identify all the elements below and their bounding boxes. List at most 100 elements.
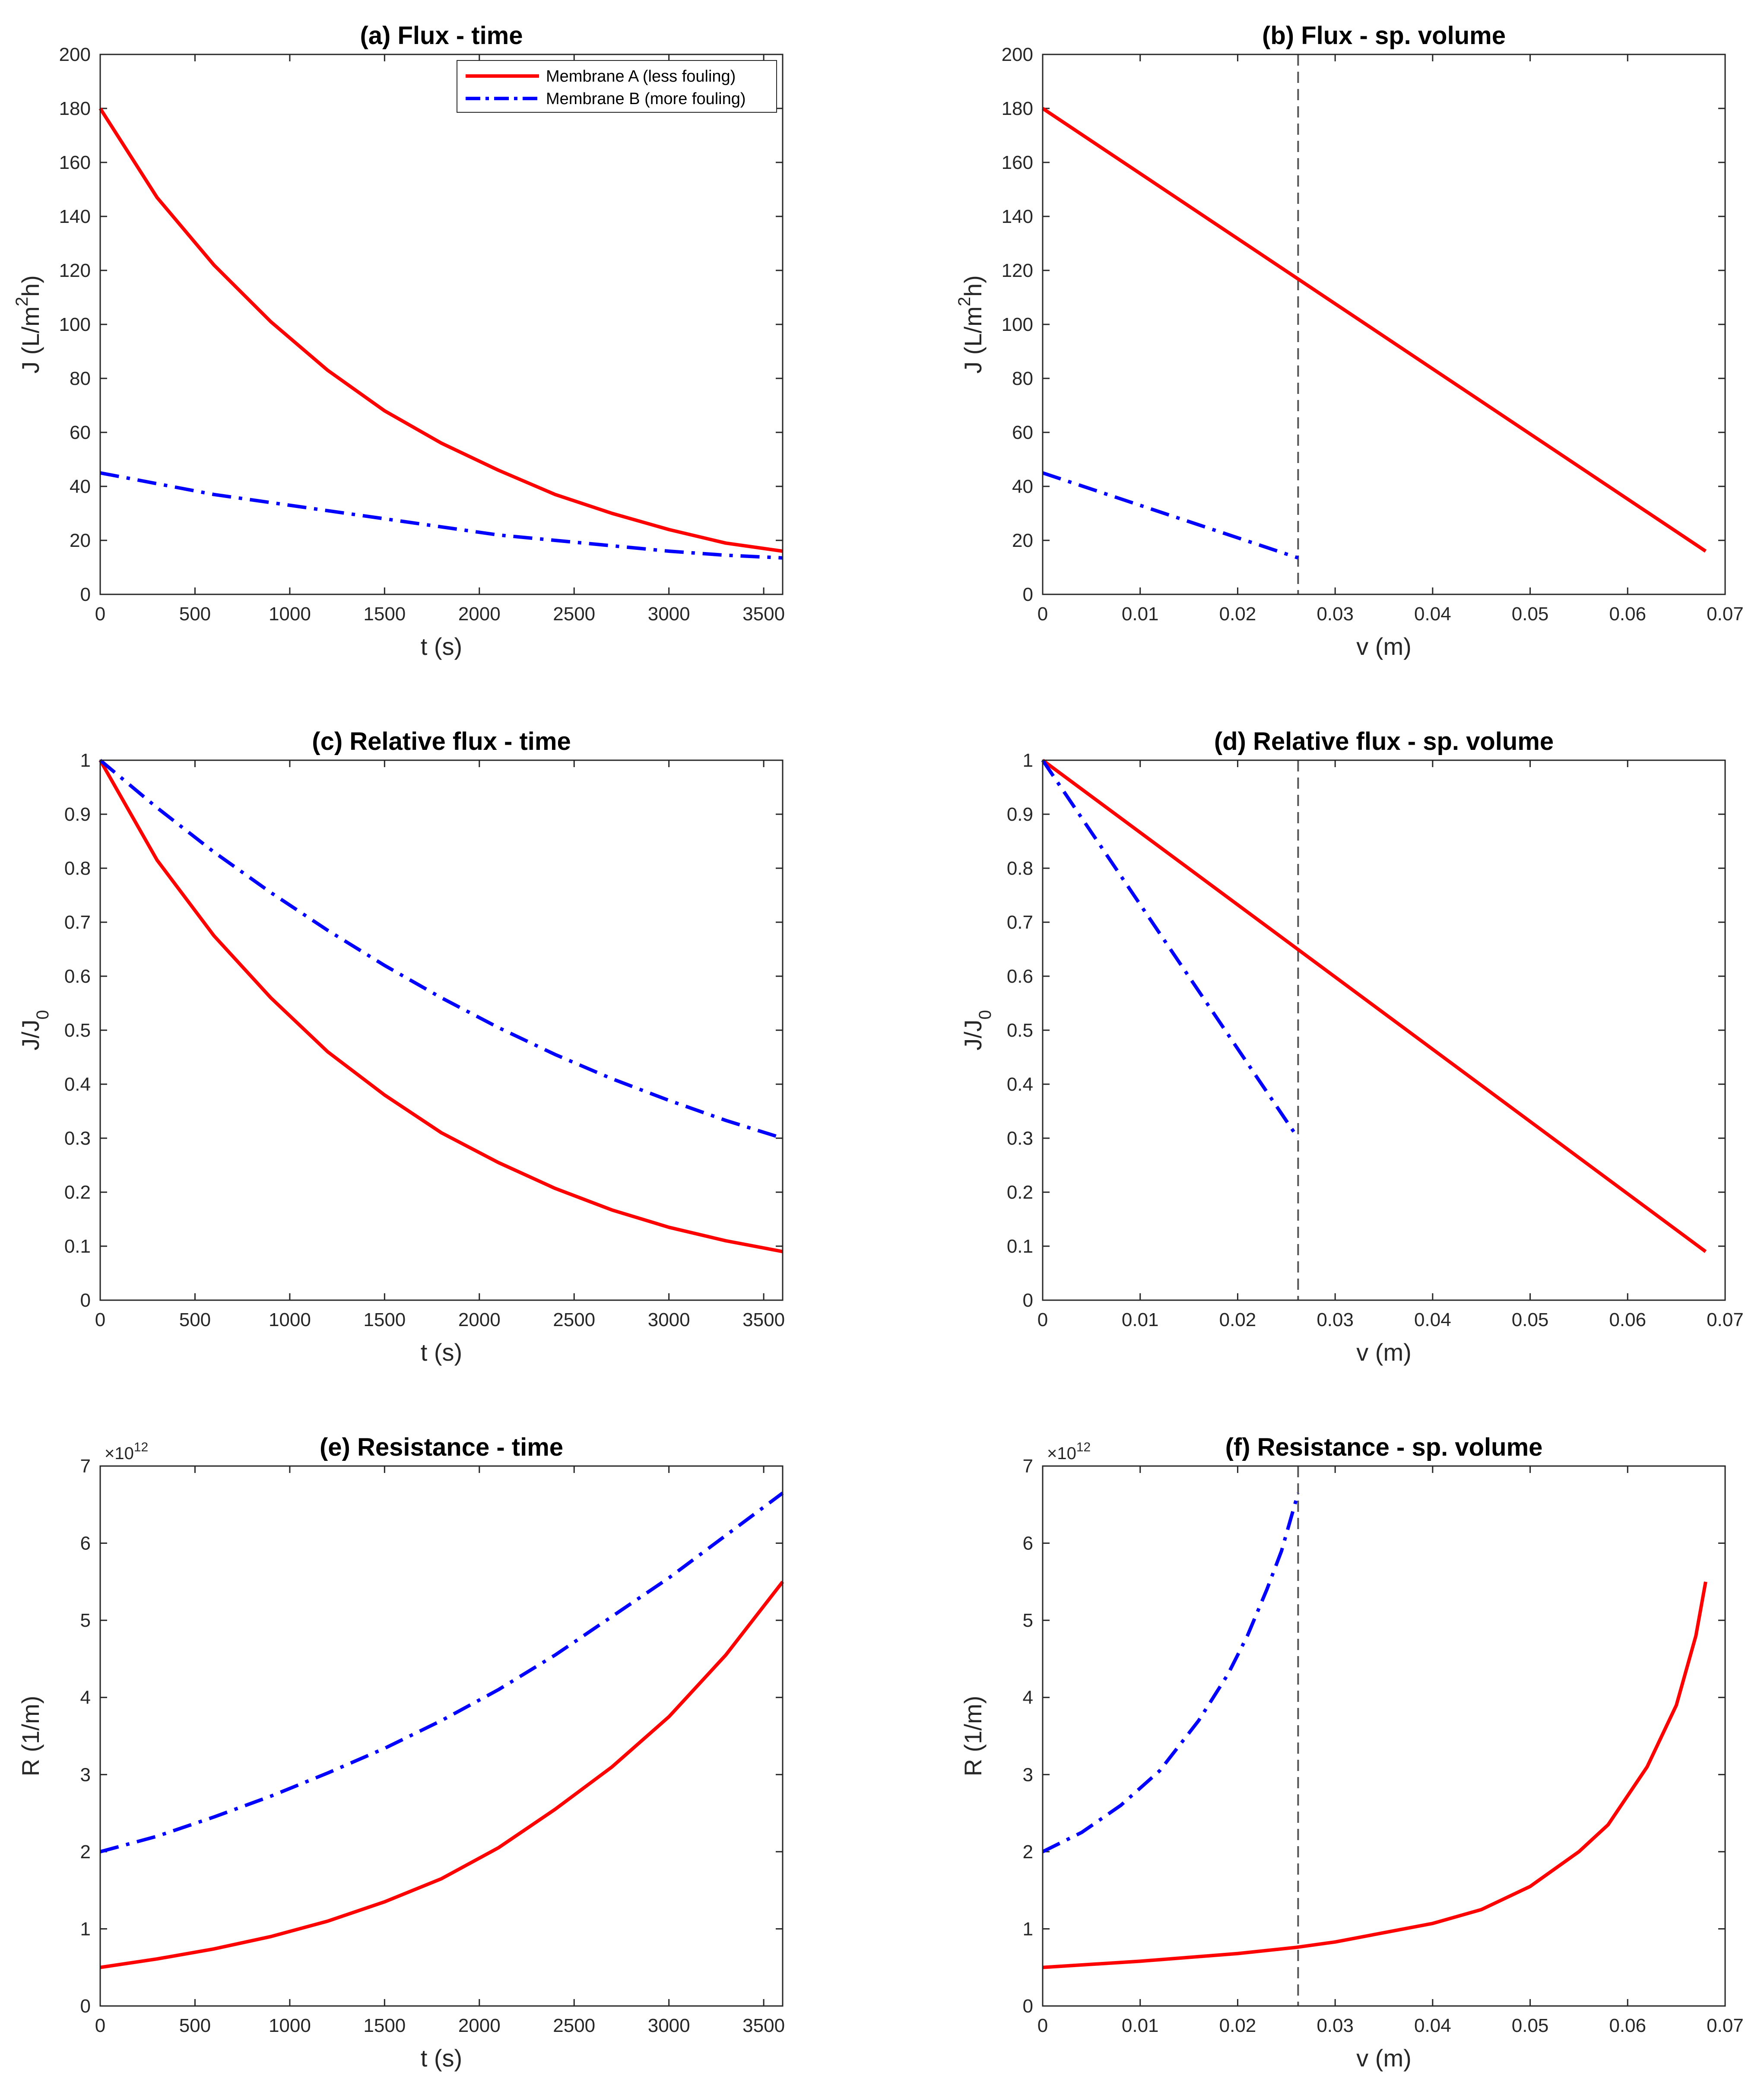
- x-tick-label: 0.01: [1122, 2015, 1159, 2036]
- y-axis-exponent-power: 12: [134, 1440, 148, 1454]
- x-tick-label: 3000: [648, 2015, 690, 2036]
- x-tick-label: 1000: [269, 603, 311, 625]
- x-tick-label: 0.01: [1122, 1309, 1159, 1330]
- axes-box: [1042, 54, 1726, 595]
- y-axis-label-subscript: 0: [976, 1010, 995, 1019]
- y-axis-exponent: ×1012: [105, 1440, 148, 1463]
- y-tick-label: 0: [80, 584, 91, 605]
- y-axis-exponent-power: 12: [1076, 1440, 1091, 1454]
- x-tick-label: 0.01: [1122, 603, 1159, 625]
- y-tick-label: 1: [80, 750, 91, 771]
- x-tick-label: 0.02: [1219, 1309, 1256, 1330]
- x-tick-label: 2500: [553, 603, 595, 625]
- y-tick-label: 0.8: [1007, 858, 1033, 879]
- y-axis-label: J (L/m2h): [955, 275, 987, 374]
- chart-title: (b) Flux - sp. volume: [1262, 22, 1506, 50]
- x-tick-label: 3500: [742, 603, 785, 625]
- y-tick-label: 0.9: [64, 804, 91, 825]
- x-tick-label: 1500: [363, 1309, 406, 1330]
- x-tick-label: 3500: [742, 2015, 785, 2036]
- series-line-b: [1042, 1492, 1300, 1853]
- series-line-a: [1042, 1581, 1707, 1969]
- y-tick-label: 80: [70, 368, 91, 389]
- x-tick-label: 0.03: [1317, 1309, 1354, 1330]
- y-axis-label-main: J/J: [959, 1019, 987, 1051]
- y-tick-label: 20: [1012, 530, 1033, 551]
- plot-area: [1043, 54, 1725, 594]
- axes-box: [1042, 759, 1726, 1301]
- y-tick-label: 0.4: [1007, 1074, 1033, 1095]
- y-tick-label: 160: [59, 152, 91, 173]
- x-tick-label: 2500: [553, 1309, 595, 1330]
- y-axis-label: R (1/m): [959, 1696, 987, 1777]
- y-tick-label: 0.3: [1007, 1128, 1033, 1149]
- y-tick-label: 60: [70, 422, 91, 443]
- y-tick-label: 0: [1023, 1996, 1033, 2017]
- x-tick-label: 0.02: [1219, 2015, 1256, 2036]
- y-tick-label: 2: [1023, 1841, 1033, 1863]
- axes-box: [99, 54, 784, 595]
- y-tick-label: 0.8: [64, 858, 91, 879]
- y-tick-label: 0.1: [1007, 1236, 1033, 1257]
- legend-label-a: Membrane A (less fouling): [546, 67, 736, 86]
- series-line-b: [100, 471, 783, 560]
- chart-b: 0 0.01 0.02 0.03 0.04 0.05 0.06 0.07 0 20 40 60 80 10…: [955, 22, 1744, 660]
- x-tick-label: 2000: [458, 1309, 501, 1330]
- x-tick-label: 0.07: [1707, 603, 1744, 625]
- y-tick-label: 4: [1023, 1687, 1033, 1708]
- chart-title: (c) Relative flux - time: [312, 727, 571, 755]
- y-tick-label: 6: [80, 1533, 91, 1554]
- y-tick-label: 5: [1023, 1610, 1033, 1631]
- y-tick-label: 100: [59, 314, 91, 335]
- y-tick-label: 180: [59, 98, 91, 119]
- y-tick-label: 0.9: [1007, 804, 1033, 825]
- y-axis-label-main: J/J: [17, 1019, 44, 1051]
- y-tick-label: 0: [80, 1996, 91, 2017]
- y-tick-label: 0: [80, 1290, 91, 1311]
- legend-label-b: Membrane B (more fouling): [546, 90, 746, 108]
- y-tick-label: 200: [59, 44, 91, 65]
- x-axis-label: v (m): [1356, 633, 1412, 660]
- x-tick-label: 0: [1037, 2015, 1048, 2036]
- y-tick-label: 180: [1002, 98, 1033, 119]
- x-tick-label: 0: [1037, 603, 1048, 625]
- y-axis-exponent: ×1012: [1047, 1440, 1091, 1463]
- chart-c: 0 500 1000 1500 2000 2500 3000 3500 0 0.1 0.2 0.3 0.…: [17, 727, 785, 1366]
- x-tick-label: 1500: [363, 2015, 406, 2036]
- y-tick-label: 7: [1023, 1456, 1033, 1477]
- y-tick-label: 1: [1023, 1918, 1033, 1939]
- plot-area: [1043, 760, 1725, 1300]
- plot-area: [100, 1466, 783, 2006]
- y-tick-label: 60: [1012, 422, 1033, 443]
- y-tick-label: 1: [80, 1918, 91, 1939]
- y-tick-label: 0.3: [64, 1128, 91, 1149]
- plot-area: [100, 54, 783, 594]
- y-axis-label-superscript: 2: [955, 297, 974, 306]
- series-line-a: [98, 107, 783, 553]
- x-tick-label: 1500: [363, 603, 406, 625]
- y-tick-label: 3: [1023, 1764, 1033, 1785]
- x-axis-label: v (m): [1356, 1339, 1412, 1366]
- axes-box: [99, 1465, 784, 2007]
- y-tick-label: 40: [1012, 476, 1033, 497]
- y-axis-label-tail: h): [17, 275, 44, 297]
- y-axis-label: R (1/m): [17, 1696, 44, 1777]
- chart-title: (f) Resistance - sp. volume: [1225, 1433, 1543, 1461]
- legend: Membrane A (less fouling) Membrane B (mor…: [457, 60, 777, 113]
- x-tick-label: 0.05: [1512, 1309, 1549, 1330]
- y-axis-label: J/J0: [17, 1010, 52, 1051]
- y-axis-exponent-base: ×10: [1047, 1444, 1076, 1463]
- y-axis-label: J (L/m2h): [13, 275, 44, 374]
- x-tick-label: 3000: [648, 1309, 690, 1330]
- x-tick-label: 0.03: [1317, 2015, 1354, 2036]
- x-tick-label: 500: [179, 603, 211, 625]
- series-line-b: [1041, 759, 1300, 1139]
- y-tick-label: 0.7: [1007, 912, 1033, 933]
- y-tick-label: 80: [1012, 368, 1033, 389]
- x-tick-label: 1000: [269, 1309, 311, 1330]
- series-line-a: [98, 759, 783, 1254]
- x-tick-label: 0: [95, 603, 105, 625]
- y-axis-label-main: J (L/m: [959, 306, 987, 374]
- y-tick-label: 4: [80, 1687, 91, 1708]
